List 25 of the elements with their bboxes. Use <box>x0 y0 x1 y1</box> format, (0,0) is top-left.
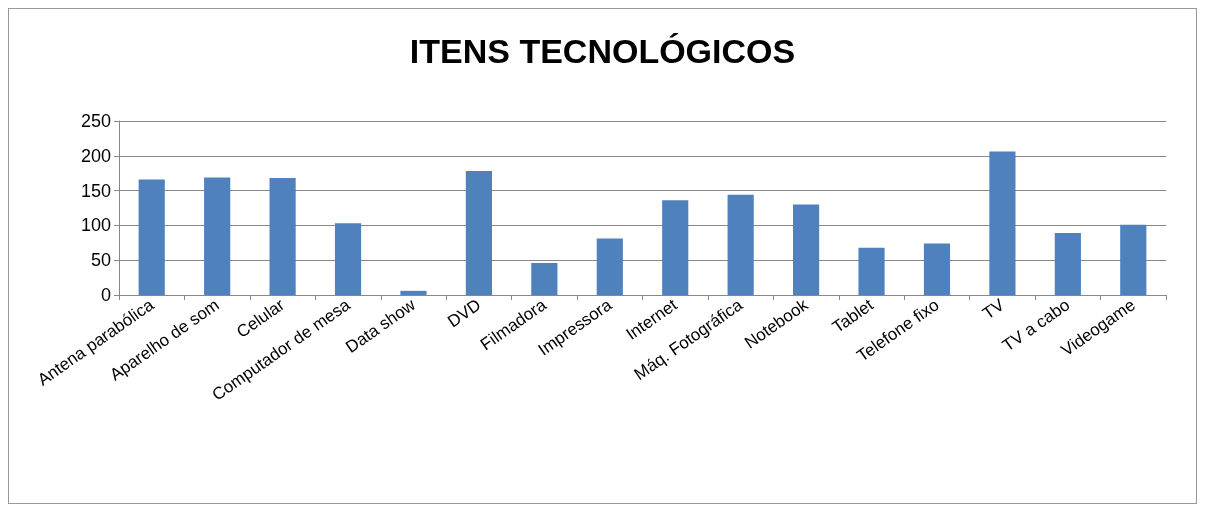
bar <box>858 247 885 295</box>
bar <box>334 223 362 295</box>
bar <box>138 179 165 295</box>
y-tick-label: 0 <box>100 285 111 305</box>
bar <box>269 178 296 295</box>
bar <box>923 243 951 295</box>
bar <box>1054 233 1081 295</box>
y-tick-label: 250 <box>80 111 111 131</box>
bar <box>727 194 754 295</box>
y-tick-label: 50 <box>90 250 111 271</box>
bar <box>531 262 558 295</box>
y-tick-label: 100 <box>80 215 111 236</box>
bar <box>204 177 231 295</box>
bar <box>596 238 623 295</box>
chart-title: ITENS TECNOLÓGICOS <box>409 32 796 70</box>
bar <box>465 171 492 295</box>
bar <box>1120 224 1147 295</box>
x-tick-label: DVD <box>444 295 485 332</box>
x-tick-label: TV <box>979 294 1009 324</box>
bar <box>989 151 1016 295</box>
y-tick-label: 150 <box>80 180 111 201</box>
bar <box>400 290 427 295</box>
bar <box>793 204 820 295</box>
bar <box>662 200 689 295</box>
y-tick-label: 200 <box>80 145 111 166</box>
